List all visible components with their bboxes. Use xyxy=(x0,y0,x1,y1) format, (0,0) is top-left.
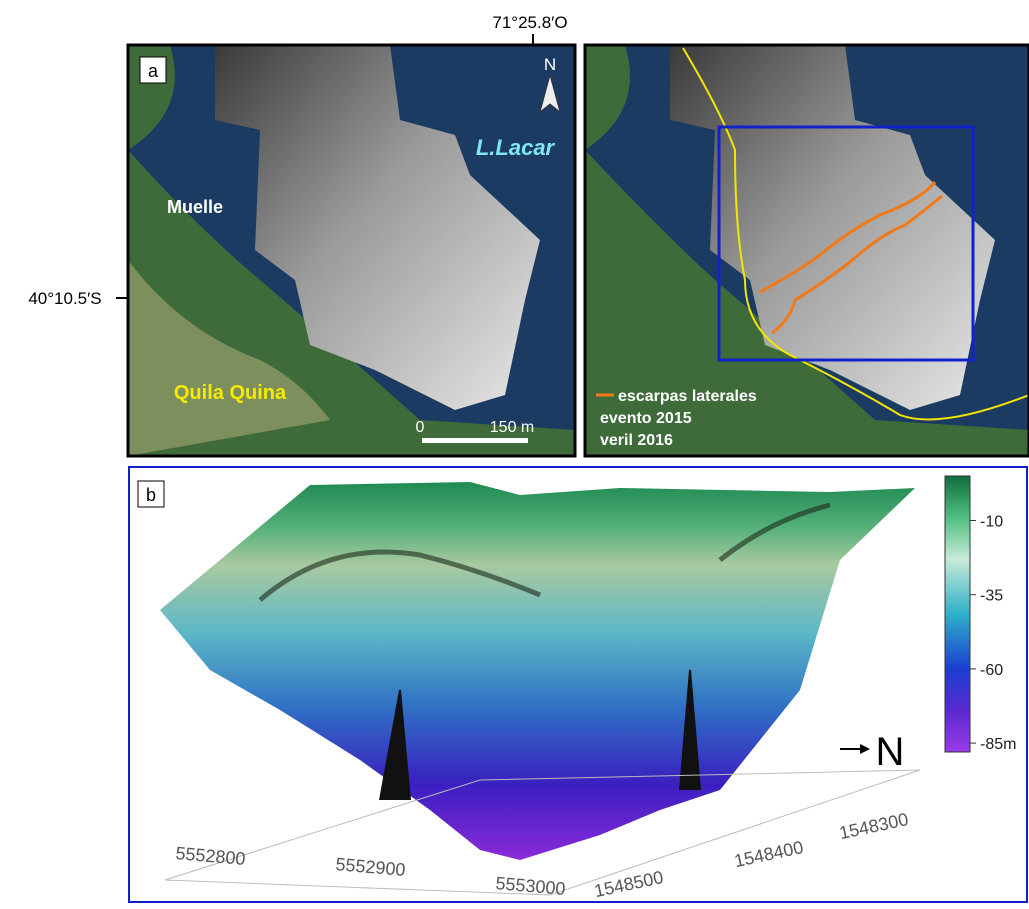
colorbar-tick-label: -10 xyxy=(980,514,1003,531)
legend-entry: evento 2015 xyxy=(600,410,692,427)
town-label: Quila Quina xyxy=(174,382,287,404)
legend-entry: escarpas laterales xyxy=(618,388,757,405)
colorbar-tick-label: -60 xyxy=(980,662,1003,679)
north-label: N xyxy=(876,730,905,774)
pier-label: Muelle xyxy=(167,197,223,217)
lake-label: L.Lacar xyxy=(476,135,556,160)
longitude-label: 71°25.8′O xyxy=(492,13,567,32)
map-left: a N L.Lacar Muelle Quila Quina 0 150 m xyxy=(128,45,575,456)
colorbar-tick-label: -85m xyxy=(980,736,1016,753)
colorbar xyxy=(945,476,970,752)
scale-bar xyxy=(422,438,528,443)
colorbar-tick-label: -35 xyxy=(980,588,1003,605)
panel-label: b xyxy=(146,485,156,505)
figure: 71°25.8′O 40°10.5′S a N L.Lacar Muelle Q… xyxy=(0,0,1029,904)
scale-end: 150 m xyxy=(490,419,534,436)
scale-start: 0 xyxy=(416,419,425,436)
latitude-label: 40°10.5′S xyxy=(28,289,101,308)
north-label: N xyxy=(544,55,556,74)
panel-label: a xyxy=(148,61,159,81)
legend-entry: veril 2016 xyxy=(600,432,673,449)
map-right: escarpas laterales evento 2015 veril 201… xyxy=(585,45,1029,456)
panel-b: b 5552800 5552900 5553000 1548500 154840… xyxy=(129,467,1027,902)
